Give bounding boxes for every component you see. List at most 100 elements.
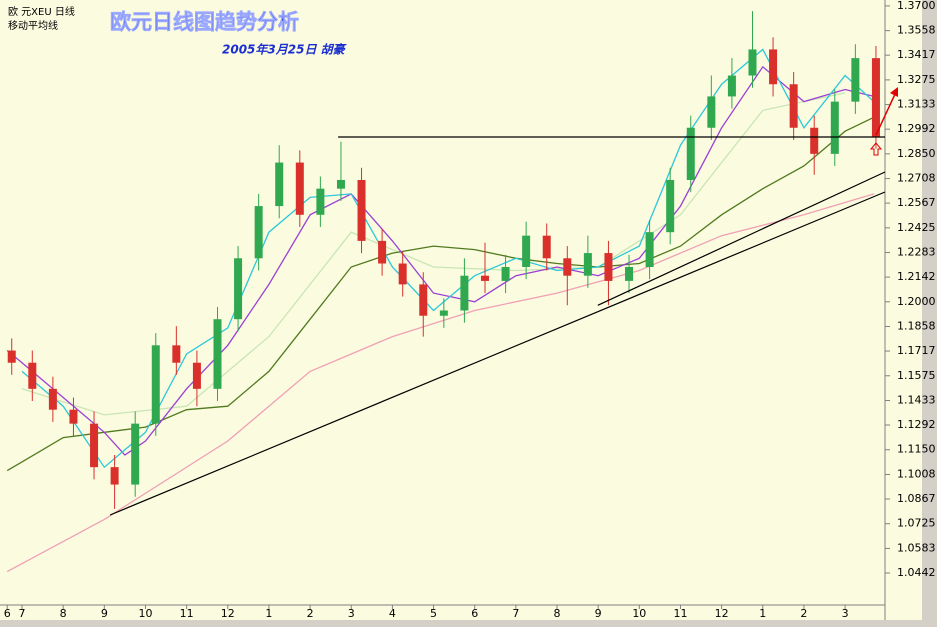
candle-body	[542, 235, 551, 259]
candle-body	[707, 96, 716, 128]
x-tick-label: 3	[348, 607, 355, 620]
trend-lines	[109, 136, 886, 516]
x-tick-label: 1	[265, 607, 272, 620]
x-tick-label: 6	[4, 607, 11, 620]
candle-body	[398, 263, 407, 285]
candle-body	[645, 232, 654, 267]
x-tick-label: 7	[512, 607, 519, 620]
x-tick-label: 10	[632, 607, 646, 620]
candle-body	[378, 240, 387, 264]
candle-body	[563, 258, 572, 276]
candle-body	[213, 319, 222, 389]
x-tick-label: 11	[673, 607, 687, 620]
candle-body	[69, 409, 78, 424]
candle-body	[419, 284, 428, 316]
candle-body	[48, 388, 57, 410]
candles	[7, 11, 880, 509]
y-tick-label: 1.2283	[897, 246, 936, 259]
x-tick-label: 6	[471, 607, 478, 620]
candle-body	[666, 179, 675, 233]
y-tick-label: 1.1575	[897, 369, 936, 382]
candle-body	[583, 253, 592, 276]
candle-body	[769, 49, 778, 85]
y-tick-label: 1.2708	[897, 172, 936, 185]
candle-body	[151, 345, 160, 424]
axes: 1.3700 1.3558 1.3417 1.3275 1.3133 1.2992 1.28…	[4, 0, 936, 620]
candle-body	[28, 362, 37, 389]
y-tick-label: 1.1858	[897, 320, 936, 333]
x-tick-label: 5	[430, 607, 437, 620]
x-tick-label: 1	[759, 607, 766, 620]
y-tick-label: 1.1433	[897, 393, 936, 406]
y-tick-label: 1.2142	[897, 270, 936, 283]
candle-body	[830, 101, 839, 154]
candle-body	[460, 275, 469, 311]
x-tick-label: 11	[180, 607, 194, 620]
y-tick-label: 1.1008	[897, 467, 936, 480]
scrollbar[interactable]	[922, 0, 937, 627]
y-tick-label: 1.0867	[897, 492, 936, 505]
chart-subtitle: 2005年3月25日 胡豪	[222, 43, 347, 57]
x-tick-label: 9	[101, 607, 108, 620]
indicator-label: 移动平均线	[8, 19, 58, 32]
y-tick-label: 1.3417	[897, 48, 936, 61]
x-tick-label: 12	[221, 607, 235, 620]
candle-body	[295, 162, 304, 215]
x-tick-label: 10	[138, 607, 152, 620]
moving-average	[21, 48, 875, 469]
x-tick-label: 12	[715, 607, 729, 620]
chart-title: 欧元日线图趋势分析	[110, 10, 299, 34]
candle-body	[234, 258, 243, 320]
y-tick-label: 1.1150	[897, 443, 936, 456]
y-tick-label: 1.3275	[897, 73, 936, 86]
y-tick-label: 1.0442	[897, 566, 936, 579]
candle-body	[254, 206, 263, 259]
y-tick-label: 1.1717	[897, 344, 936, 357]
candle-body	[480, 275, 489, 281]
x-tick-label: 7	[19, 607, 26, 620]
x-tick-label: 8	[554, 607, 561, 620]
candle-body	[810, 127, 819, 154]
arrow-head	[890, 87, 898, 97]
y-tick-label: 1.0725	[897, 517, 936, 530]
y-tick-label: 1.2992	[897, 122, 936, 135]
candle-body	[357, 179, 366, 241]
y-tick-label: 1.2000	[897, 295, 936, 308]
x-tick-label: 2	[800, 607, 807, 620]
x-tick-label: 4	[389, 607, 396, 620]
candle-body	[316, 188, 325, 215]
header: 欧 元XEU 日线	[8, 5, 75, 18]
candle-body	[851, 58, 860, 102]
y-tick-label: 1.1292	[897, 418, 936, 431]
candle-body	[604, 253, 613, 281]
x-tick-label: 8	[60, 607, 67, 620]
candle-body	[686, 127, 695, 180]
candle-body	[748, 49, 757, 76]
candle-body	[625, 266, 634, 281]
candle-body	[439, 310, 448, 316]
x-tick-label: 9	[595, 607, 602, 620]
x-tick-label: 2	[307, 607, 314, 620]
candle-body	[789, 84, 798, 128]
candle-body	[131, 423, 140, 485]
candle-body	[871, 58, 880, 137]
trend-line	[597, 171, 886, 306]
moving-average	[6, 193, 875, 573]
candle-body	[172, 345, 181, 363]
y-tick-label: 1.2850	[897, 147, 936, 160]
candle-body	[501, 266, 510, 281]
arrow-up-right	[875, 91, 897, 136]
y-tick-label: 1.3133	[897, 98, 936, 111]
candle-body	[275, 162, 284, 207]
y-tick-label: 1.3558	[897, 24, 936, 37]
candle-body	[727, 75, 736, 97]
y-tick-label: 1.0583	[897, 541, 936, 554]
candle-body	[522, 235, 531, 267]
candle-body	[90, 423, 99, 468]
candle-body	[192, 362, 201, 389]
y-tick-label: 1.3700	[897, 0, 936, 12]
candle-body	[110, 467, 119, 485]
up-arrow	[869, 142, 883, 156]
moving-average	[6, 65, 875, 456]
